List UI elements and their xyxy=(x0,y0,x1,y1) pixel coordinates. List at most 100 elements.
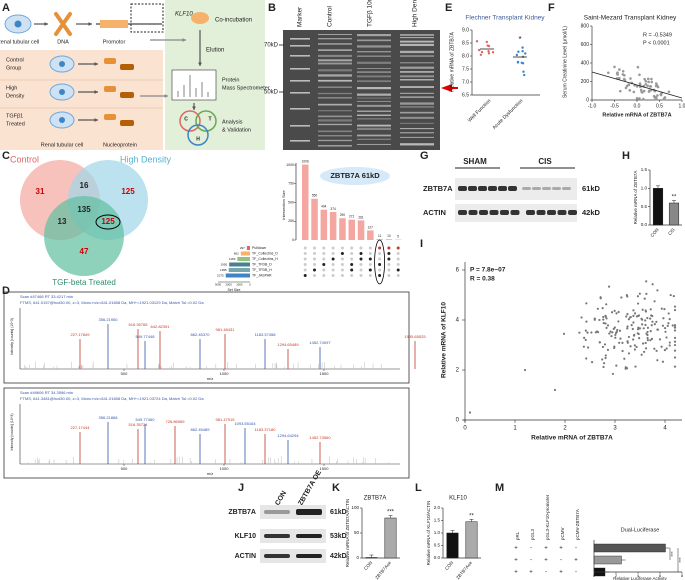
matrix-dot xyxy=(303,274,307,277)
nucleoprotein-icon xyxy=(120,64,134,70)
label: 6 xyxy=(659,573,662,578)
peak-label: 981.47915 xyxy=(216,417,236,422)
band xyxy=(296,534,322,538)
dot xyxy=(601,307,604,310)
matrix-dot xyxy=(396,274,400,277)
label: 50kD xyxy=(264,90,279,96)
dot xyxy=(667,312,670,315)
dot xyxy=(632,90,636,94)
label: + xyxy=(529,570,533,576)
venn-count: 13 xyxy=(58,217,67,226)
label: Promotor xyxy=(103,39,126,45)
band xyxy=(500,210,509,215)
dot xyxy=(650,337,654,341)
label: Nucleoprotein xyxy=(103,142,137,148)
dot xyxy=(583,336,586,339)
label: 61kD xyxy=(330,509,347,516)
dot xyxy=(627,335,631,339)
label: 2275 xyxy=(217,273,224,277)
label: 2.0 xyxy=(434,505,441,510)
dot xyxy=(602,318,605,321)
dot xyxy=(606,71,610,75)
matrix-dot xyxy=(350,274,354,277)
matrix-dot xyxy=(350,257,354,261)
label: - xyxy=(530,558,532,564)
regression-line xyxy=(591,71,683,99)
dot xyxy=(491,51,495,54)
dot xyxy=(650,80,654,84)
band xyxy=(357,61,391,64)
dot xyxy=(673,365,677,368)
band xyxy=(318,43,352,45)
band xyxy=(522,187,531,190)
dot xyxy=(646,84,649,88)
label: 1.0 xyxy=(434,530,441,535)
band xyxy=(357,34,391,37)
bar xyxy=(465,521,478,559)
matrix-dot xyxy=(303,252,307,255)
peak-label: 981.48431 xyxy=(216,327,236,332)
dot xyxy=(632,309,635,312)
dot xyxy=(613,65,616,69)
label: Relative mRNA of KLF10 xyxy=(441,302,448,378)
matrix-dot xyxy=(396,263,400,266)
label: 1000 xyxy=(220,371,230,376)
band xyxy=(318,115,352,118)
dot xyxy=(648,85,652,88)
band xyxy=(296,554,322,558)
bar xyxy=(593,555,622,565)
dot xyxy=(607,285,611,288)
matrix-dot xyxy=(322,274,326,277)
dot xyxy=(646,316,649,320)
dot xyxy=(524,52,527,55)
dot xyxy=(615,364,618,367)
dot xyxy=(598,318,601,322)
label: 0 xyxy=(292,238,294,242)
dot xyxy=(646,330,649,334)
label: 7.5 xyxy=(462,66,469,72)
panel-letter: A xyxy=(2,2,10,14)
dot xyxy=(621,349,624,353)
dot xyxy=(672,295,675,298)
dot xyxy=(653,300,656,303)
promoter-box xyxy=(100,20,128,28)
label: pCMV-ZBTB7A xyxy=(575,509,580,540)
bead xyxy=(191,12,209,24)
matrix-dot xyxy=(396,252,400,255)
band xyxy=(318,123,352,126)
venn-h xyxy=(187,124,209,146)
label: 800 xyxy=(581,23,590,29)
label: *** xyxy=(678,557,683,563)
panel-letter: C xyxy=(2,150,10,162)
label: T xyxy=(208,116,211,122)
significance: ** xyxy=(469,513,474,519)
dot xyxy=(611,331,614,334)
label: pGL3-KLF10-promoter xyxy=(545,494,550,540)
band xyxy=(357,127,391,131)
arrow-head xyxy=(44,22,48,26)
gel xyxy=(283,30,440,150)
band xyxy=(357,86,391,90)
label: 250 xyxy=(288,219,294,223)
matrix-dot xyxy=(313,263,316,266)
set-bar xyxy=(225,273,250,278)
dot xyxy=(611,372,615,376)
dot xyxy=(584,329,587,332)
arrow-head xyxy=(94,118,98,122)
set-bar xyxy=(237,257,250,261)
label: High xyxy=(6,85,17,91)
dot xyxy=(651,320,654,323)
dot xyxy=(599,296,602,299)
dot xyxy=(606,348,610,351)
label: 0 xyxy=(356,555,359,560)
matrix-dot xyxy=(313,246,316,250)
label: P < 0.0001 xyxy=(643,40,670,46)
label: Relative mRNA of ZBTB7A/ACTIN xyxy=(345,499,350,568)
dot xyxy=(667,322,670,325)
background xyxy=(0,50,163,150)
peak-label: 516.35724 xyxy=(129,422,149,427)
bar xyxy=(311,198,318,240)
label: 9.0 xyxy=(462,27,469,33)
label: CIS xyxy=(667,227,676,236)
dot xyxy=(673,326,677,329)
